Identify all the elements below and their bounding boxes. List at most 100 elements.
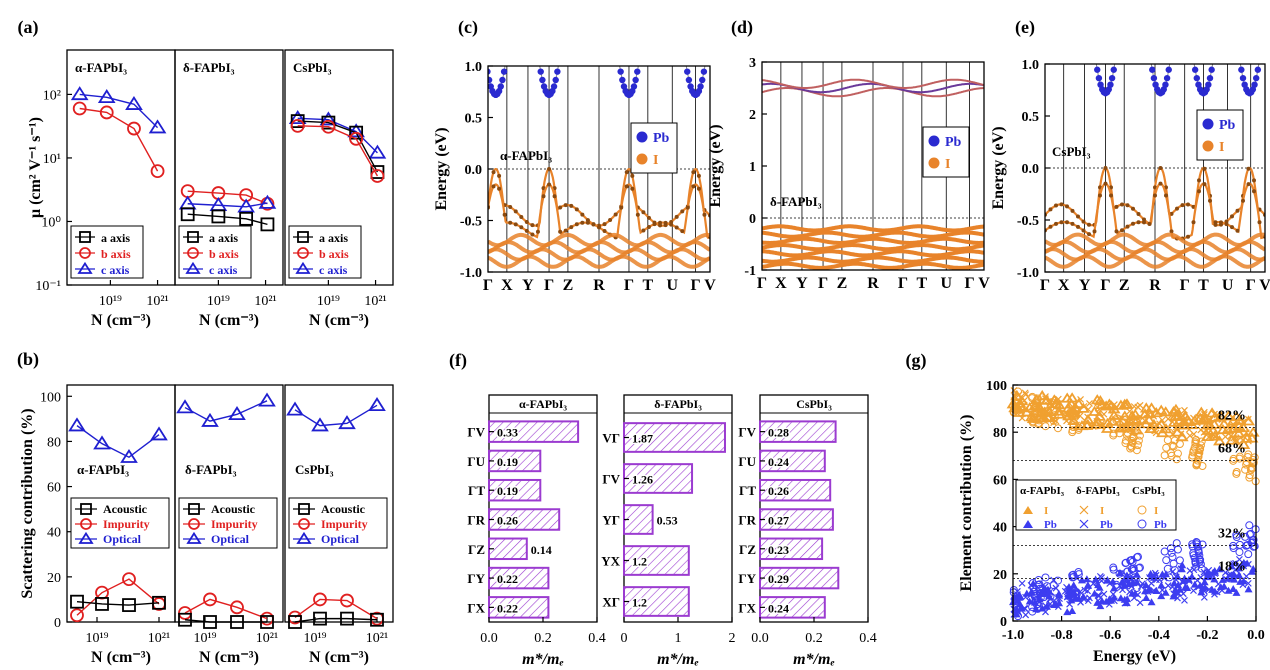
x-tick-label: -0.4 [1148, 628, 1170, 643]
subplot-title: CsPbI₃ [295, 462, 334, 477]
kpoint-label: Γ [818, 275, 828, 292]
kpoint-label: X [1058, 277, 1070, 294]
x-axis-label-f: m*/mₑ [522, 651, 564, 668]
band-dot [652, 222, 657, 227]
scatter-I [1172, 455, 1181, 464]
valence-band [762, 261, 984, 270]
band-dot [1081, 228, 1086, 233]
scatter-Pb [1077, 576, 1086, 584]
scatter-I [1245, 471, 1254, 480]
data-point-circle [72, 101, 87, 116]
subplot-frame [284, 384, 394, 623]
scatter-I [1026, 412, 1040, 423]
scatter-I [1098, 420, 1106, 428]
band-dot [1098, 193, 1102, 198]
band-dot [585, 218, 590, 223]
data-point-circle [321, 119, 336, 134]
legend-marker [1023, 520, 1033, 528]
legend-marker [1079, 519, 1089, 529]
band-dot [1076, 224, 1080, 229]
legend-label: c axis [209, 263, 238, 277]
band-dot [1059, 202, 1064, 207]
band-area-e [1045, 56, 1265, 272]
scatter-Pb [1147, 579, 1155, 587]
legend-dot [928, 135, 940, 147]
conduction-band [762, 82, 984, 94]
scatter-Pb [1016, 592, 1025, 600]
pb-dot [1092, 56, 1098, 62]
pb-dot [497, 83, 504, 90]
band-dot [646, 215, 651, 220]
y-tick-label: -1.0 [1017, 266, 1039, 281]
scatter-Pb [1146, 569, 1155, 577]
band-dot [530, 223, 535, 228]
y-tick-label: 0.5 [1022, 110, 1040, 125]
scatter-Pb [1098, 597, 1107, 605]
data-point-triangle [258, 392, 276, 407]
band-dot [1153, 193, 1157, 198]
pb-dot [550, 83, 558, 90]
scatter-Pb [1236, 577, 1245, 585]
data-point-triangle [178, 195, 197, 210]
scatter-I [1046, 399, 1055, 408]
x-tick-label: 1 [675, 631, 682, 646]
series-line-c-axis [297, 117, 378, 154]
scatter-I [1193, 412, 1207, 423]
subplot-title: δ-FAPbI₃ [185, 462, 237, 477]
scatter-Pb [1150, 572, 1158, 580]
pb-dot [1167, 56, 1173, 62]
scatter-I [1205, 433, 1213, 441]
scatter-I [1235, 440, 1243, 447]
x-tick-label: 10¹⁹ [317, 294, 340, 309]
scatter-Pb [1166, 544, 1175, 553]
scatter-Pb [1025, 597, 1034, 605]
data-point-square [260, 615, 274, 629]
subplot-title: α-FAPbI₃ [519, 397, 567, 411]
legend-element-label: Pb [1044, 519, 1057, 531]
series-line-Acoustic [184, 619, 267, 623]
scatter-I [1060, 392, 1074, 403]
band-dot [574, 207, 579, 212]
scatter-Pb [1014, 587, 1021, 595]
legend-element-label: I [1154, 505, 1158, 517]
kpoint-label: Γ [544, 277, 554, 294]
scatter-Pb [1246, 529, 1255, 538]
data-point-square [370, 612, 384, 627]
scatter-Pb [1056, 595, 1063, 603]
legend-marker [1079, 505, 1089, 515]
legend-marker [187, 231, 199, 243]
scatter-I [1126, 407, 1134, 415]
scatter-I [1138, 408, 1152, 419]
kpoint-label: Γ [898, 275, 908, 292]
y-tick-label: 0.5 [465, 112, 483, 127]
panel-label-d: (d) [731, 17, 753, 38]
y-tick-label: 1 [749, 160, 756, 175]
scatter-Pb [1205, 566, 1213, 574]
pb-dot [1147, 56, 1153, 62]
pb-dot [1253, 74, 1260, 82]
scatter-Pb [1079, 592, 1088, 600]
scatter-Pb [1041, 573, 1050, 582]
scatter-Pb [1017, 604, 1026, 612]
scatter-Pb [1244, 579, 1252, 587]
pb-dot [539, 76, 546, 84]
band-dot [646, 224, 651, 229]
band-dot [569, 225, 574, 230]
x-tick-label: -0.6 [1099, 628, 1121, 643]
legend-label: I [945, 157, 950, 172]
scatter-Pb [1073, 574, 1081, 582]
scatter-Pb [1186, 567, 1194, 575]
panel-label-f: (f) [449, 350, 467, 371]
scatter-I [1061, 402, 1075, 413]
scatter-Pb [1029, 579, 1038, 587]
scatter-I [1136, 401, 1144, 409]
legend-label: Acoustic [211, 502, 256, 516]
band-dot [502, 212, 507, 217]
scatter-Pb [1174, 581, 1183, 589]
band-dot [1224, 222, 1229, 227]
scatter-Pb [1115, 569, 1124, 578]
bar-category-label: ΓT [739, 483, 756, 498]
scatter-Pb [1069, 581, 1078, 589]
pb-dot [619, 76, 626, 84]
